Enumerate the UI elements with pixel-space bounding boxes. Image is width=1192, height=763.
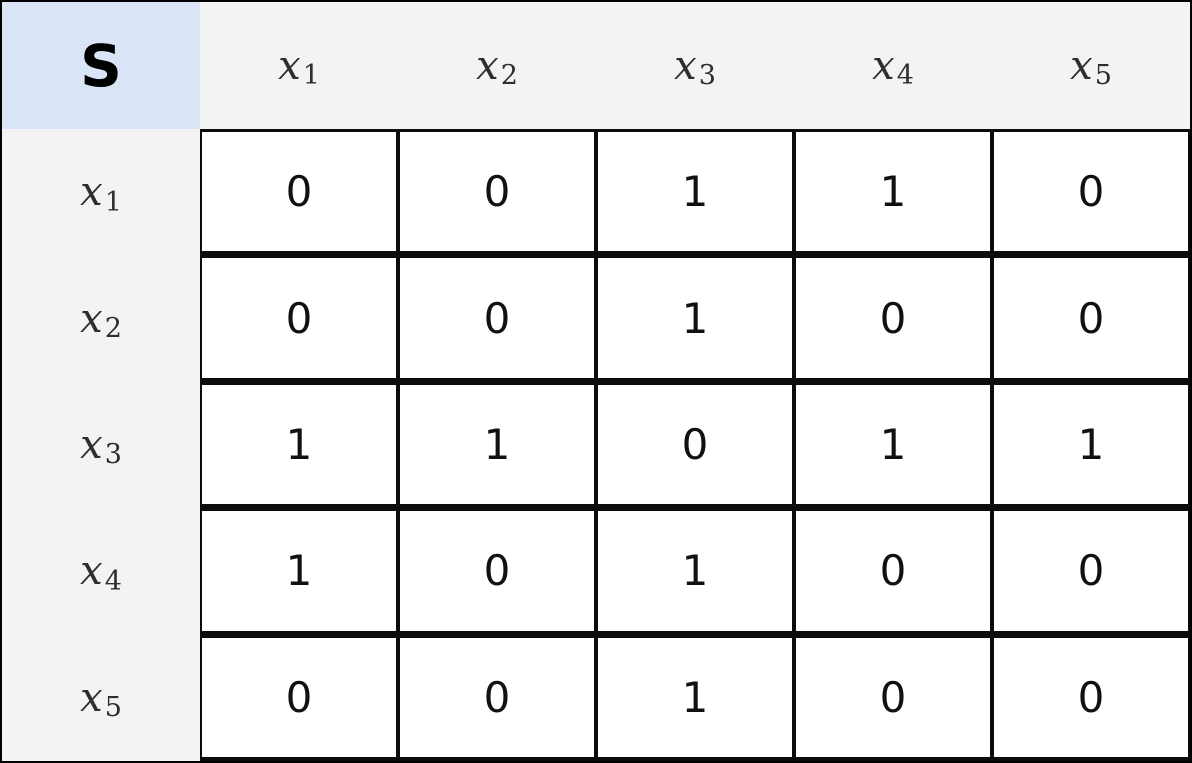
col-header-subscript: 5 xyxy=(1094,60,1112,91)
matrix-cell-r3c1: 1 xyxy=(200,381,398,509)
col-header-subscript: 3 xyxy=(698,60,716,91)
row-header-label: x xyxy=(80,674,103,721)
matrix-cell-r3c3: 0 xyxy=(596,381,794,509)
col-header-label: x xyxy=(674,42,697,89)
matrix-cell-r2c4: 0 xyxy=(794,255,992,382)
matrix-cell-r2c1: 0 xyxy=(200,255,398,382)
matrix-cell-r3c5: 1 xyxy=(992,381,1190,509)
row-header-subscript: 1 xyxy=(104,186,122,218)
row-header-subscript: 4 xyxy=(104,565,122,597)
row-header-label: x xyxy=(80,169,103,216)
matrix-cell-r4c4: 0 xyxy=(794,508,992,635)
col-header-subscript: 4 xyxy=(896,60,914,91)
matrix-cell-r3c2: 1 xyxy=(398,381,596,509)
row-header-label: x xyxy=(80,548,103,595)
row-header-label: x xyxy=(80,295,103,342)
col-header-label: x xyxy=(476,42,499,89)
matrix-cell-r2c3: 1 xyxy=(596,255,794,382)
matrix-cell-r1c4: 1 xyxy=(794,129,992,256)
matrix-cell-r1c2: 0 xyxy=(398,129,596,256)
matrix-title-cell: S xyxy=(2,2,200,129)
col-header-subscript: 1 xyxy=(302,60,320,91)
matrix-cell-r5c3: 1 xyxy=(596,634,794,761)
matrix-cell-r4c1: 1 xyxy=(200,508,398,635)
matrix-cell-r2c5: 0 xyxy=(992,255,1190,382)
col-header-label: x xyxy=(872,42,895,89)
row-header-label: x xyxy=(80,421,103,468)
row-header-subscript: 5 xyxy=(104,692,122,724)
matrix-cell-r5c4: 0 xyxy=(794,634,992,761)
matrix-cell-r4c2: 0 xyxy=(398,508,596,635)
matrix-cell-r5c2: 0 xyxy=(398,634,596,761)
matrix-cell-r2c2: 0 xyxy=(398,255,596,382)
matrix-cell-r4c5: 0 xyxy=(992,508,1190,635)
matrix-cell-r5c1: 0 xyxy=(200,634,398,761)
col-header-label: x xyxy=(278,42,301,89)
matrix-cell-r4c3: 1 xyxy=(596,508,794,635)
matrix-cell-r1c3: 1 xyxy=(596,129,794,256)
row-header-subscript: 3 xyxy=(104,439,122,471)
row-header-subscript: 2 xyxy=(104,313,122,345)
matrix-cell-r3c4: 1 xyxy=(794,381,992,509)
col-header-label: x xyxy=(1070,42,1093,89)
matrix-cell-r5c5: 0 xyxy=(992,634,1190,761)
matrix-cell-r1c5: 0 xyxy=(992,129,1190,256)
matrix-cell-r1c1: 0 xyxy=(200,129,398,256)
matrix-title: S xyxy=(80,31,122,100)
col-header-subscript: 2 xyxy=(500,60,518,91)
